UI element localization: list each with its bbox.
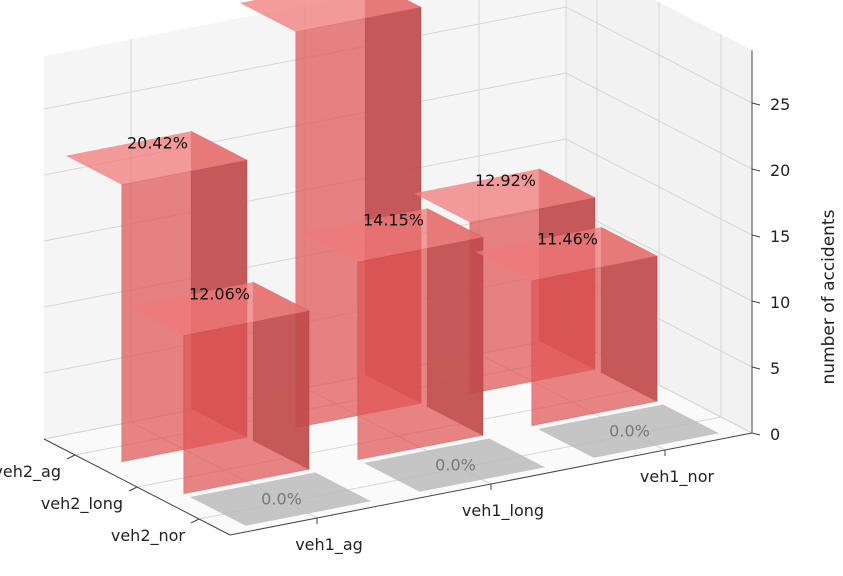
z-tick xyxy=(751,432,761,436)
data-label: 12.92% xyxy=(475,171,536,190)
gridline-y xyxy=(136,2,660,488)
x-tick-label: veh1_long xyxy=(462,501,544,521)
z-tick xyxy=(751,366,761,370)
z-tick-label: 0 xyxy=(770,425,780,444)
y-tick xyxy=(190,518,200,524)
data-label: 20.42% xyxy=(127,134,188,153)
z-tick-label: 20 xyxy=(770,161,790,180)
y-axis-line xyxy=(43,438,231,536)
z-tick-label: 5 xyxy=(770,359,780,378)
bar-veh1_ag-veh2_nor xyxy=(189,472,371,526)
bar-top-face xyxy=(65,131,248,185)
bar-veh1_nor-veh2_nor xyxy=(537,404,719,458)
data-label: 0.0% xyxy=(261,490,302,509)
x-axis-line xyxy=(229,432,753,536)
y-tick-label: veh2_nor xyxy=(111,526,186,546)
bar-top-face xyxy=(301,208,483,262)
x-tick-label: veh1_nor xyxy=(640,467,715,487)
bar-veh1_nor-veh2_long xyxy=(475,226,658,427)
z-tick-label: 10 xyxy=(770,293,790,312)
data-label: 0.0% xyxy=(435,456,476,475)
bar-top-face xyxy=(239,0,421,32)
data-labels: 20.42%28.99%12.92%12.06%14.15%11.46%0.0%… xyxy=(127,134,650,509)
data-label: 12.06% xyxy=(189,284,250,303)
z-axis-label: number of accidents xyxy=(819,209,839,384)
axes: 0 5 10 15 20 25 veh1_ag veh1_long veh1_nor veh2_a… xyxy=(0,50,790,555)
z-tick xyxy=(751,102,761,106)
bars-layer xyxy=(65,0,719,526)
z-tick-label: 15 xyxy=(770,227,790,246)
y-tick-label: veh2_ag xyxy=(0,462,61,482)
z-tick xyxy=(751,234,761,238)
y-tick xyxy=(128,486,138,492)
bar-top-face xyxy=(475,227,657,281)
bar-zero-tile xyxy=(363,438,545,492)
bar-zero-tile xyxy=(537,404,719,458)
gridline-y xyxy=(198,34,722,520)
z-tick-label: 25 xyxy=(770,95,790,114)
z-tick xyxy=(751,168,761,172)
bar-zero-tile xyxy=(189,472,371,526)
data-label: 0.0% xyxy=(609,422,650,441)
z-tick xyxy=(751,300,761,304)
data-label: 11.46% xyxy=(537,230,598,249)
bar-top-face xyxy=(127,282,310,336)
bar-veh1_long-veh2_nor xyxy=(363,438,545,492)
bar-top-face xyxy=(413,168,595,223)
bar-veh1_ag-veh2_long xyxy=(127,281,310,495)
x-tick-label: veh1_ag xyxy=(295,535,363,555)
data-label: 14.15% xyxy=(363,211,424,230)
y-tick xyxy=(66,454,76,460)
y-tick-label: veh2_long xyxy=(41,494,123,514)
bar-veh1_long-veh2_long xyxy=(301,207,484,461)
